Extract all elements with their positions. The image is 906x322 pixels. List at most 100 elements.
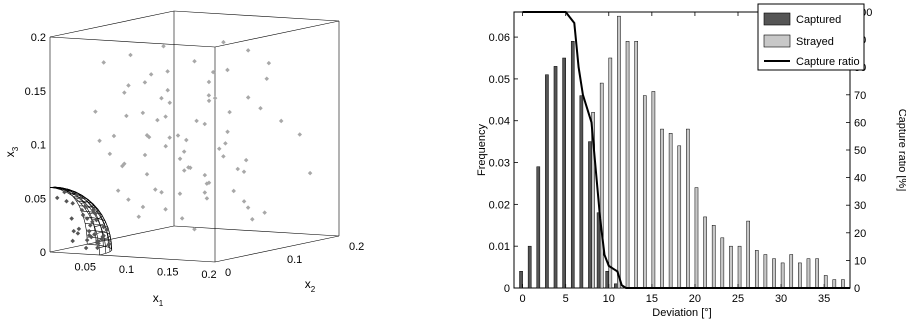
strayed-point bbox=[221, 39, 226, 45]
strayed-bar bbox=[780, 262, 785, 289]
strayed-point bbox=[175, 133, 181, 138]
legend: Captured Strayed Capture ratio bbox=[757, 3, 865, 71]
strayed-point bbox=[136, 214, 142, 220]
strayed-bar bbox=[625, 41, 630, 289]
strayed-point bbox=[245, 48, 251, 53]
captured-point bbox=[104, 227, 110, 233]
captured-point bbox=[69, 216, 74, 221]
strayed-point bbox=[202, 172, 208, 178]
strayed-bar bbox=[703, 216, 707, 289]
sphere-parallel bbox=[66, 190, 78, 196]
captured-point bbox=[83, 245, 89, 251]
strayed-point bbox=[245, 205, 251, 210]
captured-point bbox=[80, 212, 86, 218]
x-tick-label: 20 bbox=[689, 293, 701, 305]
strayed-point bbox=[225, 129, 230, 135]
x3-tick-label: 0.05 bbox=[25, 193, 46, 205]
strayed-point bbox=[243, 157, 249, 163]
scatter-3d-points bbox=[54, 39, 313, 251]
captured-point bbox=[88, 223, 93, 228]
histogram-y-axis-label: Frequency bbox=[476, 124, 488, 176]
sphere-parallel bbox=[86, 229, 111, 241]
strayed-bar bbox=[651, 91, 656, 289]
strayed-bar bbox=[841, 279, 845, 289]
x2-tick-label: 0.2 bbox=[349, 241, 364, 253]
strayed-bar bbox=[599, 82, 604, 289]
strayed-bar bbox=[789, 254, 794, 289]
x-tick-label: 25 bbox=[732, 293, 744, 305]
strayed-point bbox=[111, 133, 117, 139]
strayed-bar bbox=[608, 57, 613, 289]
legend-capture-ratio-label: Capture ratio bbox=[796, 56, 860, 68]
strayed-point bbox=[128, 52, 133, 58]
box-edge bbox=[214, 20, 340, 48]
strayed-bar bbox=[634, 41, 638, 289]
strayed-point bbox=[177, 191, 183, 196]
legend-captured-label: Captured bbox=[796, 14, 841, 26]
histogram-plot: 0 5 10 15 20 25 30 35 0 0.01 0.02 0.03 0.04 0.05 0.06 0… bbox=[476, 3, 906, 319]
captured-point bbox=[91, 207, 96, 213]
y2-tick-label: 40 bbox=[854, 173, 866, 185]
y-tick-label: 0.03 bbox=[489, 158, 510, 170]
captured-point bbox=[95, 238, 100, 244]
strayed-point bbox=[97, 138, 102, 144]
captured-point bbox=[86, 228, 92, 234]
strayed-point bbox=[235, 166, 241, 172]
strayed-bar bbox=[591, 112, 595, 289]
capture-ratio-line bbox=[522, 11, 850, 289]
strayed-point bbox=[266, 60, 272, 66]
box-edge bbox=[214, 235, 340, 263]
strayed-bar bbox=[737, 245, 742, 289]
captured-bar bbox=[605, 271, 610, 289]
strayed-point bbox=[167, 135, 172, 140]
strayed-point bbox=[225, 67, 230, 73]
scatter-3d-plot: 0.05 0.1 0.15 0.2 00.10.200.050.10.150.2 x1 … bbox=[3, 10, 364, 308]
captured-point bbox=[71, 228, 76, 234]
captured-bar bbox=[579, 95, 584, 289]
strayed-bar bbox=[729, 245, 733, 289]
strayed-point bbox=[93, 109, 98, 114]
y2-tick-label: 70 bbox=[854, 90, 866, 102]
strayed-point bbox=[101, 60, 106, 65]
box-edge bbox=[173, 10, 340, 22]
strayed-point bbox=[122, 161, 127, 167]
strayed-point bbox=[210, 69, 216, 75]
x-tick-label: 0 bbox=[520, 293, 526, 305]
captured-point bbox=[101, 224, 106, 230]
captured-bar bbox=[562, 57, 566, 289]
captured-point bbox=[84, 237, 90, 243]
strayed-point bbox=[124, 113, 129, 119]
x1-tick-label: 0.05 bbox=[75, 262, 96, 274]
strayed-point bbox=[202, 190, 208, 195]
strayed-point bbox=[181, 149, 187, 154]
strayed-point bbox=[163, 114, 168, 119]
strayed-point bbox=[140, 110, 146, 116]
strayed-bar bbox=[642, 95, 647, 289]
strayed-point bbox=[206, 93, 212, 98]
strayed-bar bbox=[746, 220, 750, 289]
scatter-3d-box bbox=[49, 10, 340, 263]
strayed-point bbox=[167, 100, 173, 106]
strayed-point bbox=[204, 196, 210, 201]
x1-axis-label: x1 bbox=[153, 291, 164, 308]
captured-bar bbox=[553, 66, 558, 289]
y2-tick-label: 30 bbox=[854, 200, 866, 212]
y2-tick-label: 50 bbox=[854, 145, 866, 157]
box-edge bbox=[173, 225, 340, 237]
captured-bar bbox=[536, 166, 541, 289]
strayed-point bbox=[163, 207, 168, 212]
strayed-bar bbox=[815, 258, 819, 289]
strayed-point bbox=[148, 72, 154, 77]
x-tick-label: 35 bbox=[818, 293, 830, 305]
strayed-bar bbox=[754, 250, 759, 289]
strayed-point bbox=[115, 188, 121, 193]
strayed-point bbox=[202, 121, 208, 127]
captured-point bbox=[54, 195, 60, 201]
x3-tick-label: 0.2 bbox=[31, 32, 46, 44]
y2-tick-label: 60 bbox=[854, 117, 866, 129]
strayed-point bbox=[216, 146, 222, 152]
strayed-bar bbox=[772, 258, 776, 289]
strayed-point bbox=[245, 95, 251, 100]
captured-bar bbox=[527, 245, 532, 289]
strayed-point bbox=[241, 199, 247, 204]
